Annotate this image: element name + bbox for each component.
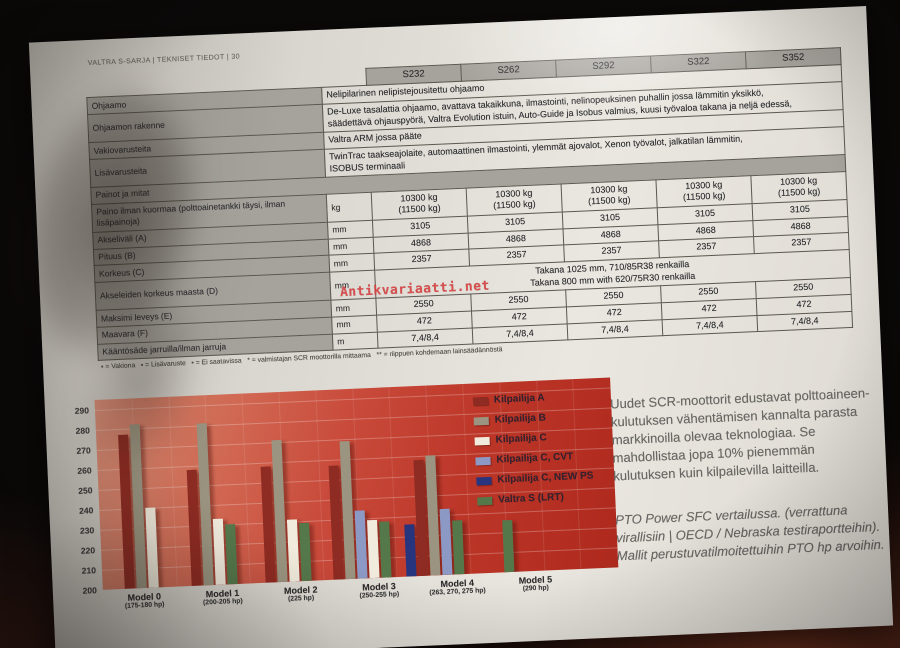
bar [213,518,227,585]
chart-panel: Kilpailija A Kilpailija B Kilpailija C Kilp… [94,377,619,590]
document-page: VALTRA S-SARJA | TEKNISET TIEDOT | 30 S2… [0,6,894,648]
row-value-cell: 10300 kg (11500 kg) [561,179,658,212]
chart-legend: Kilpailija A Kilpailija B Kilpailija C Kilp… [472,390,595,515]
legend-label: Kilpailija C, CVT [496,451,574,466]
legend-swatch [476,476,492,485]
legend-swatch [474,436,490,446]
legend-swatch [473,416,489,426]
y-tick-label: 210 [81,565,97,576]
row-unit-cell: mm [328,236,374,256]
pto-paragraph: PTO Power SFC vertailussa. (verrattuna v… [614,502,885,563]
bar [452,520,465,575]
legend-swatch [475,456,491,465]
x-category-label: Model 1 (200-205 hp) [183,587,262,607]
row-unit-cell: mm [330,298,377,318]
scr-paragraph: Uudet SCR-moottorit edustavat polttoaine… [609,385,870,484]
bar [439,508,453,576]
legend-label: Kilpailija C [495,432,547,446]
row-unit-cell: mm [331,315,378,334]
bar [366,519,380,579]
row-value-cell: 7,4/8,4 [662,315,758,337]
x-category-label: Model 5 (290 hp) [496,573,575,593]
y-tick-label: 260 [77,465,92,476]
bar [354,510,368,579]
chart-y-axis: 200 210 220 230 240 250 260 270 280 290 [65,400,99,595]
y-tick-label: 240 [78,505,94,516]
legend-swatch [472,396,489,406]
bar [145,507,159,588]
row-value-cell: 10300 kg (11500 kg) [371,187,468,221]
page-header: VALTRA S-SARJA | TEKNISET TIEDOT | 30 [87,53,241,68]
x-category-label: Model 0 (175-180 hp) [105,590,184,610]
bar-group [170,394,252,587]
bar [286,519,300,582]
legend-label: Kilpailija C, NEW PS [497,470,594,486]
legend-entry: Kilpailija C, NEW PS [476,470,594,486]
bar-group [391,384,473,577]
legend-swatch [477,496,493,505]
y-tick-label: 200 [82,585,98,596]
row-value-cell: 7,4/8,4 [756,311,853,332]
legend-entry: Kilpailija C [474,430,592,446]
bar-group [244,390,326,583]
y-tick-label: 270 [76,445,91,456]
bar [501,519,515,573]
bar-group [317,387,399,580]
row-value-cell: 7,4/8,4 [377,327,473,349]
legend-entry: Kilpailija B [473,410,592,426]
row-unit-cell: mm [327,220,374,239]
spec-table: S232 S262 S292 S322 S352 Ohjaamo Nelipilarine… [86,47,854,361]
bar [378,521,392,578]
row-unit-cell: m [332,331,379,351]
right-text-column: Uudet SCR-moottorit edustavat polttoaine… [610,384,885,565]
x-category-label: Model 4 (263, 270, 275 hp) [418,577,497,597]
legend-label: Kilpailija B [494,412,547,426]
x-category-label: Model 2 (225 hp) [261,584,340,604]
row-unit-cell: mm [328,253,375,273]
y-tick-label: 220 [80,545,96,556]
bar [225,524,239,585]
y-tick-label: 280 [75,425,91,436]
chart-block: 200 210 220 230 240 250 260 270 280 290 Kilpailij… [65,377,634,629]
bar [404,524,417,577]
y-tick-label: 290 [74,405,90,416]
row-value-cell: 7,4/8,4 [472,323,568,345]
row-value-cell: 10300 kg (11500 kg) [655,175,753,208]
row-value-cell: 10300 kg (11500 kg) [750,171,847,204]
row-unit-cell: kg [326,191,373,223]
bar [299,522,312,582]
spec-table-body: Ohjaamo Nelipilarinen nelipistejousitettu… [86,65,853,361]
legend-entry: Kilpailija C, CVT [475,450,593,466]
bar-group [97,397,179,590]
y-tick-label: 250 [78,485,93,496]
x-category-label: Model 3 (250-255 hp) [340,580,419,600]
legend-label: Valtra S (LRT) [498,491,565,506]
row-value-cell: 10300 kg (11500 kg) [466,183,563,217]
y-tick-label: 230 [79,525,95,536]
legend-entry: Valtra S (LRT) [477,490,595,506]
row-value-cell: 7,4/8,4 [567,319,663,341]
legend-label: Kilpailija A [493,392,545,406]
